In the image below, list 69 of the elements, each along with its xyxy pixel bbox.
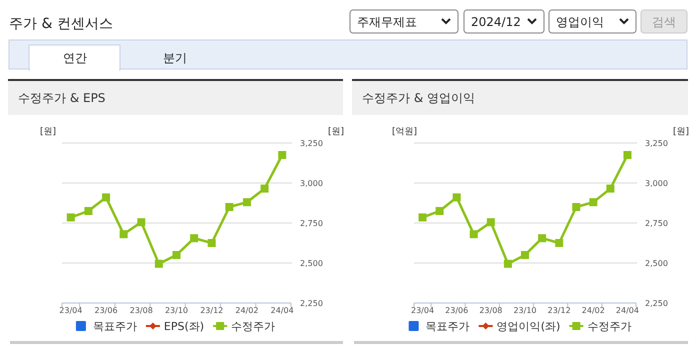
point <box>606 184 614 193</box>
point <box>66 213 75 222</box>
point <box>623 151 632 159</box>
y2-tick-label: 3,000 <box>645 179 668 188</box>
text: 연간 <box>63 51 87 65</box>
x-tick-label: 23/10 <box>513 306 537 315</box>
point <box>208 239 216 247</box>
legend-label: 목표주가 <box>92 320 137 333</box>
point <box>555 239 564 247</box>
x-tick-label: 23/12 <box>548 306 571 315</box>
y2-tick-label: 3,000 <box>300 179 323 188</box>
point <box>260 184 269 193</box>
x-tick-label: 23/12 <box>200 306 224 315</box>
point <box>452 193 461 202</box>
chart-title: 수정주가 & 영업이익 <box>362 91 475 105</box>
y2-axis-title: [원] <box>328 127 344 137</box>
y2-tick-label: 2,500 <box>300 259 323 268</box>
legend-label: 수정주가 <box>231 320 276 333</box>
x-tick-label: 23/06 <box>94 306 118 315</box>
x-tick-label: 24/02 <box>582 306 605 315</box>
y2-tick-label: 2,500 <box>645 259 668 268</box>
point <box>538 234 546 242</box>
point <box>137 218 146 226</box>
text: 주가 & 컨센서스 <box>9 16 113 32</box>
x-tick-label: 24/04 <box>270 306 294 315</box>
y-axis-title: [원] <box>40 127 56 137</box>
x-tick-label: 23/06 <box>445 306 468 315</box>
point <box>84 207 92 215</box>
point <box>521 251 529 259</box>
text: 분기 <box>163 51 187 65</box>
x-tick-label: 23/10 <box>164 306 188 315</box>
x-tick-label: 23/08 <box>479 306 502 315</box>
x-tick-label: 23/08 <box>130 306 153 315</box>
legend-label: 목표주가 <box>426 320 470 333</box>
point <box>436 207 444 215</box>
legend-label: 수정주가 <box>587 320 632 333</box>
point <box>172 251 180 259</box>
x-tick-label: 24/02 <box>235 306 258 315</box>
point <box>589 198 598 206</box>
y-axis-title: [억원] <box>392 127 418 137</box>
y2-tick-label: 3,250 <box>300 139 323 148</box>
text: 영업이익 <box>556 15 604 29</box>
point <box>225 203 234 211</box>
point <box>572 203 580 211</box>
point <box>120 230 128 238</box>
x-tick-label: 23/04 <box>59 306 82 315</box>
y2-tick-label: 2,750 <box>645 219 668 228</box>
point <box>154 260 163 268</box>
y2-tick-label: 2,750 <box>300 219 323 228</box>
y2-tick-label: 3,250 <box>645 139 668 148</box>
legend-label: 영업이익(좌) <box>496 320 560 333</box>
legend-label: EPS(좌) <box>164 320 204 333</box>
x-tick-label: 23/04 <box>411 306 434 315</box>
y2-axis-title: [원] <box>673 127 690 137</box>
point <box>278 151 286 159</box>
point <box>102 193 110 202</box>
y2-tick-label: 2,250 <box>300 299 323 308</box>
point <box>190 234 198 242</box>
point <box>470 230 478 238</box>
y2-tick-label: 2,250 <box>645 299 668 308</box>
point <box>418 213 427 222</box>
chart-title: 수정주가 & EPS <box>18 91 106 105</box>
text: 검색 <box>652 15 676 29</box>
text: 2024/12 <box>471 15 521 29</box>
x-tick-label: 24/04 <box>616 306 639 315</box>
text: 주재무제표 <box>357 15 417 29</box>
point <box>504 260 512 268</box>
point <box>242 198 251 206</box>
point <box>486 218 495 226</box>
